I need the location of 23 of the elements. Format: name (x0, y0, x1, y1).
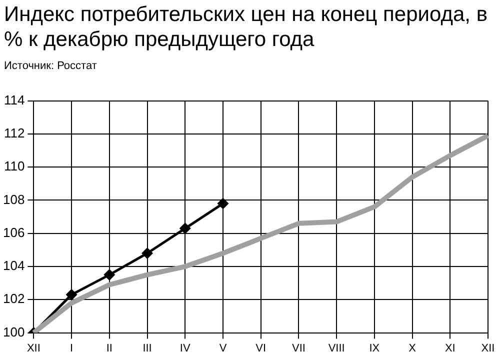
x-tick-label: XII (481, 342, 495, 354)
y-tick-label: 104 (2, 258, 25, 274)
x-tick-label: XII (26, 342, 40, 354)
x-tick-label: XI (444, 342, 456, 354)
x-tick-label: V (219, 342, 228, 354)
y-tick-label: 114 (4, 92, 25, 108)
chart-title: Индекс потребительских цен на конец периода, в % к декабрю предыдущего года (4, 2, 488, 52)
x-tick-label: VII (292, 342, 306, 354)
x-tick-label: IV (180, 342, 191, 354)
y-tick-label: 108 (2, 192, 25, 207)
x-tick-label: VIII (328, 342, 345, 354)
x-tick-label: VI (256, 342, 266, 354)
x-tick-label: II (106, 342, 112, 354)
y-tick-label: 110 (4, 158, 25, 174)
text: Источник: Росстат (4, 60, 97, 72)
y-tick-label: 100 (2, 324, 25, 340)
x-tick-label: I (70, 342, 74, 354)
x-tick-label: X (408, 342, 417, 354)
y-tick-label: 112 (4, 126, 25, 141)
x-tick-label: III (142, 342, 152, 354)
y-tick-label: 102 (2, 291, 25, 306)
x-tick-label: IX (369, 342, 380, 354)
y-tick-label: 106 (2, 224, 25, 240)
